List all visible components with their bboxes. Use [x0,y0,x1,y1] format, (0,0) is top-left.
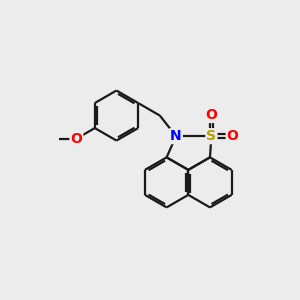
Text: O: O [206,108,218,122]
Text: S: S [206,129,216,143]
Text: N: N [170,129,182,143]
Text: O: O [70,132,82,146]
Text: O: O [227,129,239,143]
